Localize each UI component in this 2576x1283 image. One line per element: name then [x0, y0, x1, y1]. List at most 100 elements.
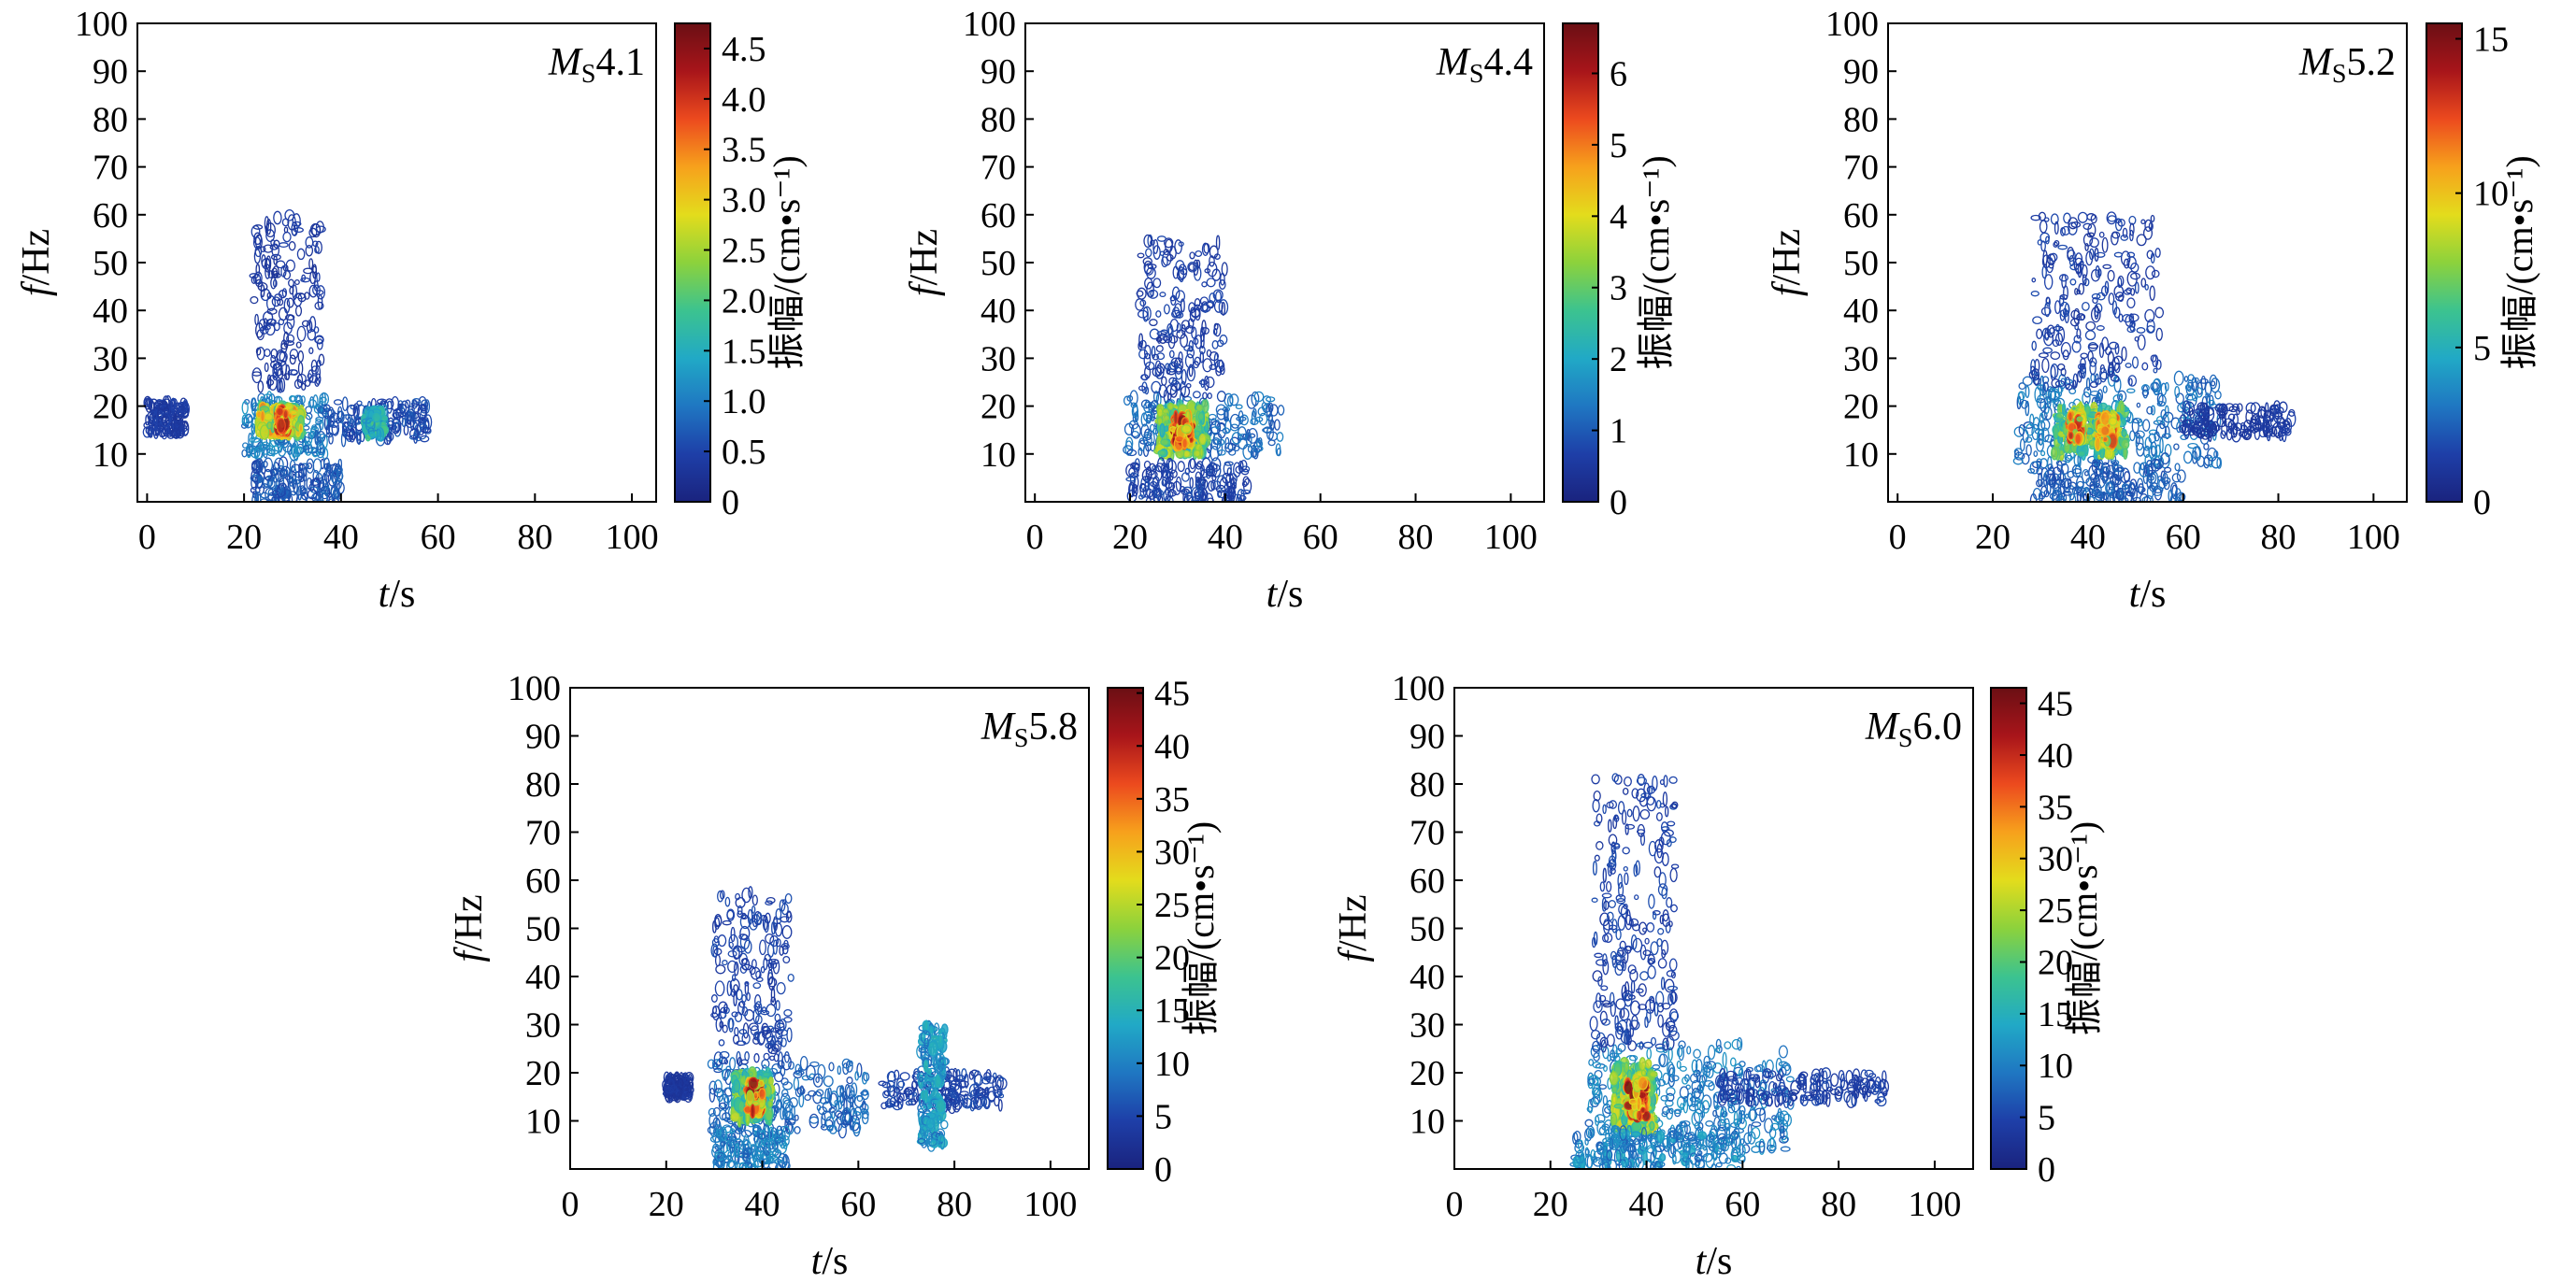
amplitude-contour	[1229, 492, 1235, 502]
amplitude-contour	[2089, 248, 2095, 261]
amplitude-contour	[2121, 483, 2129, 491]
amplitude-contour	[340, 432, 347, 448]
amplitude-contour	[2050, 446, 2059, 461]
amplitude-contour	[1143, 401, 1154, 414]
amplitude-contour	[2101, 336, 2110, 351]
amplitude-contour	[2121, 428, 2127, 437]
amplitude-contour	[1143, 234, 1152, 249]
amplitude-contour	[748, 1071, 753, 1077]
amplitude-contour	[759, 915, 768, 921]
amplitude-contour	[2230, 422, 2239, 438]
amplitude-contour	[1181, 424, 1192, 435]
amplitude-contour	[2183, 376, 2189, 382]
amplitude-contour	[1168, 377, 1178, 385]
amplitude-contour	[2126, 388, 2136, 393]
amplitude-contour	[1149, 463, 1156, 471]
amplitude-contour	[1215, 365, 1223, 377]
amplitude-contour	[2032, 316, 2043, 325]
amplitude-contour	[251, 371, 262, 377]
amplitude-contour	[349, 418, 355, 429]
amplitude-contour	[1207, 261, 1218, 278]
amplitude-contour	[2064, 377, 2071, 390]
amplitude-contour	[2187, 442, 2198, 449]
amplitude-contour	[1219, 335, 1228, 345]
amplitude-contour	[787, 973, 794, 982]
amplitude-contour	[1216, 391, 1226, 403]
amplitude-contour	[2094, 248, 2099, 262]
amplitude-contour	[1193, 361, 1199, 369]
amplitude-contour	[1236, 416, 1247, 421]
amplitude-contour	[288, 241, 296, 251]
amplitude-contour	[384, 398, 394, 410]
amplitude-contour	[2156, 401, 2166, 407]
x-tick-label: 80	[1398, 518, 1434, 557]
amplitude-contour	[2053, 489, 2063, 502]
amplitude-contour	[1251, 444, 1257, 459]
amplitude-contour	[250, 437, 261, 443]
amplitude-contour	[959, 1079, 966, 1089]
amplitude-contour	[1219, 364, 1225, 376]
amplitude-contour	[2114, 362, 2121, 374]
amplitude-contour	[272, 363, 278, 378]
amplitude-contour	[710, 943, 719, 958]
amplitude-contour	[806, 1064, 816, 1081]
amplitude-contour	[2080, 358, 2086, 368]
amplitude-contour	[1202, 302, 1209, 313]
amplitude-contour	[1203, 376, 1209, 392]
amplitude-contour	[2040, 450, 2046, 457]
amplitude-contour	[289, 349, 299, 360]
amplitude-contour	[2153, 459, 2164, 470]
amplitude-contour	[1180, 385, 1191, 398]
amplitude-contour	[250, 397, 257, 412]
amplitude-contour	[2245, 409, 2254, 424]
amplitude-contour	[1197, 412, 1205, 421]
amplitude-contour	[304, 379, 311, 387]
amplitude-contour	[336, 406, 343, 421]
amplitude-contour	[884, 1100, 895, 1106]
amplitude-contour	[2227, 421, 2233, 435]
amplitude-contour	[2034, 428, 2045, 435]
amplitude-contour	[309, 430, 314, 439]
amplitude-contour	[167, 421, 174, 436]
amplitude-contour	[2136, 442, 2145, 457]
amplitude-contour	[2241, 428, 2253, 441]
amplitude-contour	[775, 1000, 780, 1011]
amplitude-contour	[973, 1089, 979, 1098]
y-tick-label: 100	[1825, 5, 1879, 44]
amplitude-contour	[2045, 296, 2051, 305]
amplitude-contour	[1201, 327, 1209, 335]
amplitude-contour	[2043, 274, 2054, 290]
amplitude-contour	[303, 445, 309, 450]
amplitude-contour	[763, 1052, 770, 1061]
amplitude-contour	[730, 1111, 740, 1122]
amplitude-contour	[733, 961, 739, 977]
amplitude-contour	[2154, 248, 2161, 258]
amplitude-contour	[257, 380, 265, 393]
amplitude-contour	[2025, 436, 2033, 443]
amplitude-contour	[2053, 325, 2064, 332]
amplitude-contour	[2060, 341, 2071, 358]
amplitude-contour	[793, 1070, 803, 1079]
amplitude-contour	[1144, 386, 1150, 395]
amplitude-contour	[1156, 352, 1166, 361]
colorbar-tick-label: 1.0	[722, 382, 766, 421]
amplitude-contour	[1239, 414, 1249, 426]
y-tick-label: 10	[980, 435, 1016, 475]
amplitude-contour	[756, 911, 763, 925]
amplitude-contour	[2082, 274, 2087, 286]
amplitude-contour	[2105, 481, 2113, 494]
amplitude-contour	[356, 434, 362, 445]
amplitude-contour	[2068, 411, 2073, 422]
amplitude-contour	[710, 994, 718, 1003]
amplitude-contour	[2118, 313, 2124, 323]
amplitude-contour	[2118, 393, 2124, 401]
amplitude-contour	[316, 272, 321, 282]
amplitude-contour	[961, 1068, 967, 1080]
amplitude-contour	[2041, 376, 2050, 384]
amplitude-contour	[2050, 364, 2059, 379]
amplitude-contour	[287, 214, 296, 231]
amplitude-contour	[2018, 423, 2025, 436]
amplitude-contour	[861, 1112, 869, 1125]
amplitude-contour	[2191, 391, 2198, 402]
